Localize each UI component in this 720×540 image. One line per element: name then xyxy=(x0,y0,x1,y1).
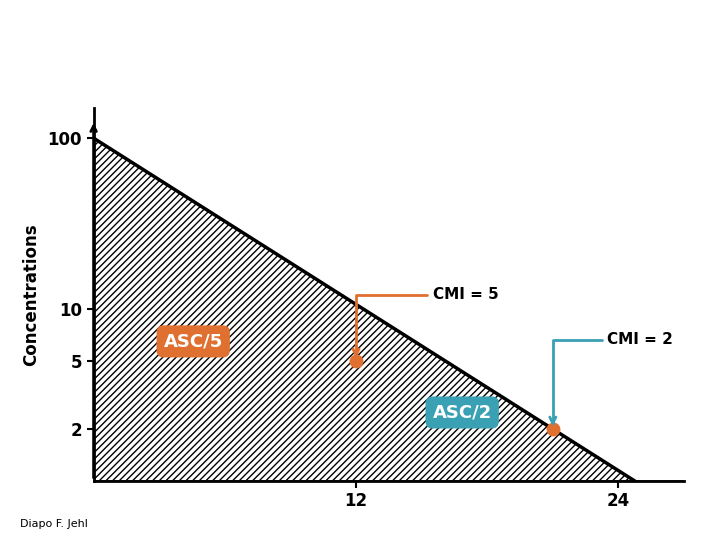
Text: CMI = 2: CMI = 2 xyxy=(550,332,673,423)
Text: CMI = 5: CMI = 5 xyxy=(353,287,498,355)
Text: ASC/2: ASC/2 xyxy=(433,403,492,421)
Text: ASC/5: ASC/5 xyxy=(163,333,222,350)
Text: PARAMETRE ASIC = ASC/CMI: PARAMETRE ASIC = ASC/CMI xyxy=(18,39,505,68)
Y-axis label: Concentrations: Concentrations xyxy=(22,223,40,366)
Text: Diapo F. Jehl: Diapo F. Jehl xyxy=(20,519,88,529)
Polygon shape xyxy=(94,138,684,512)
